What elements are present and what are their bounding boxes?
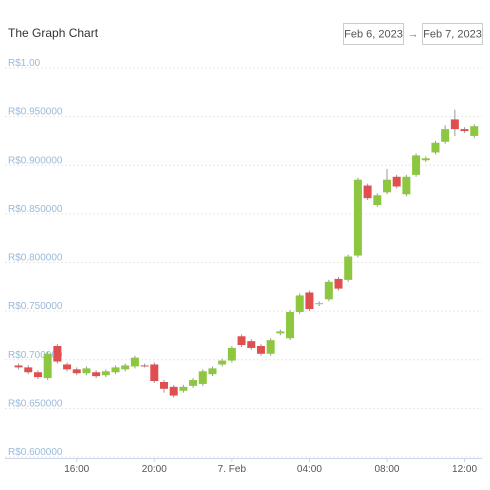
chart-title: The Graph Chart [8,26,99,40]
candle-body [266,340,275,354]
candle-body [421,158,430,161]
candle-body [198,371,207,384]
candle-body [382,179,391,193]
candle-body [431,142,440,153]
candle-body [334,278,343,289]
candle-body [344,256,353,280]
candle-body [286,311,295,339]
y-tick-label: R$0.650000 [8,398,63,409]
candle-body [295,295,304,312]
candle-body [315,303,324,305]
candle-body [256,345,265,354]
candle-body [460,129,469,132]
x-tick-label: 12:00 [452,464,477,475]
candle-body [24,367,33,373]
candle-body [324,281,333,300]
candle-body [169,386,178,396]
y-tick-label: R$0.900000 [8,155,63,166]
candle-body [121,365,130,370]
candle-body [392,176,401,187]
candle-body [247,341,256,348]
y-tick-label: R$0.850000 [8,204,63,215]
candle-body [227,347,236,361]
y-tick-label: R$0.800000 [8,253,63,264]
candle-body [450,119,459,130]
candle-body [363,185,372,199]
candle-body [130,357,139,367]
y-tick-label: R$0.600000 [8,447,63,458]
y-tick-label: R$1.00 [8,58,41,69]
y-tick-label: R$0.700000 [8,350,63,361]
candle-body [402,176,411,195]
candle-body [412,155,421,175]
candle-body [373,195,382,205]
candle-body [43,353,52,379]
candle-body [111,367,120,373]
candle-body [101,371,110,376]
candle-body [140,365,149,367]
x-tick-label: 7. Feb [218,464,247,475]
date-separator: → [408,29,419,41]
x-tick-label: 04:00 [297,464,322,475]
candle-body [208,368,217,375]
date-to-box[interactable] [422,23,483,45]
candle-body [353,179,362,256]
candle-body [305,292,314,310]
candle-body [218,360,227,365]
candle-body [150,364,159,382]
candle-body [63,364,72,370]
candle-body [470,126,479,136]
y-tick-label: R$0.750000 [8,301,63,312]
date-from: Feb 6, 2023 [344,29,403,41]
candle-body [33,372,42,378]
x-tick-label: 08:00 [374,464,399,475]
candle-body [14,365,23,368]
candle-body [72,369,81,374]
candle-body [160,381,168,389]
candle-body [92,372,101,377]
candle-body [53,345,62,362]
candle-body [82,368,91,374]
candle-body [237,336,246,346]
x-tick-label: 16:00 [64,464,89,475]
candle-body [189,380,198,386]
date-from-box[interactable] [343,23,404,45]
candle-body [276,331,285,334]
y-tick-label: R$0.950000 [8,107,63,118]
x-tick-label: 20:00 [142,464,167,475]
candle-body [179,386,188,391]
date-to: Feb 7, 2023 [423,29,482,41]
candle-body [441,129,450,142]
